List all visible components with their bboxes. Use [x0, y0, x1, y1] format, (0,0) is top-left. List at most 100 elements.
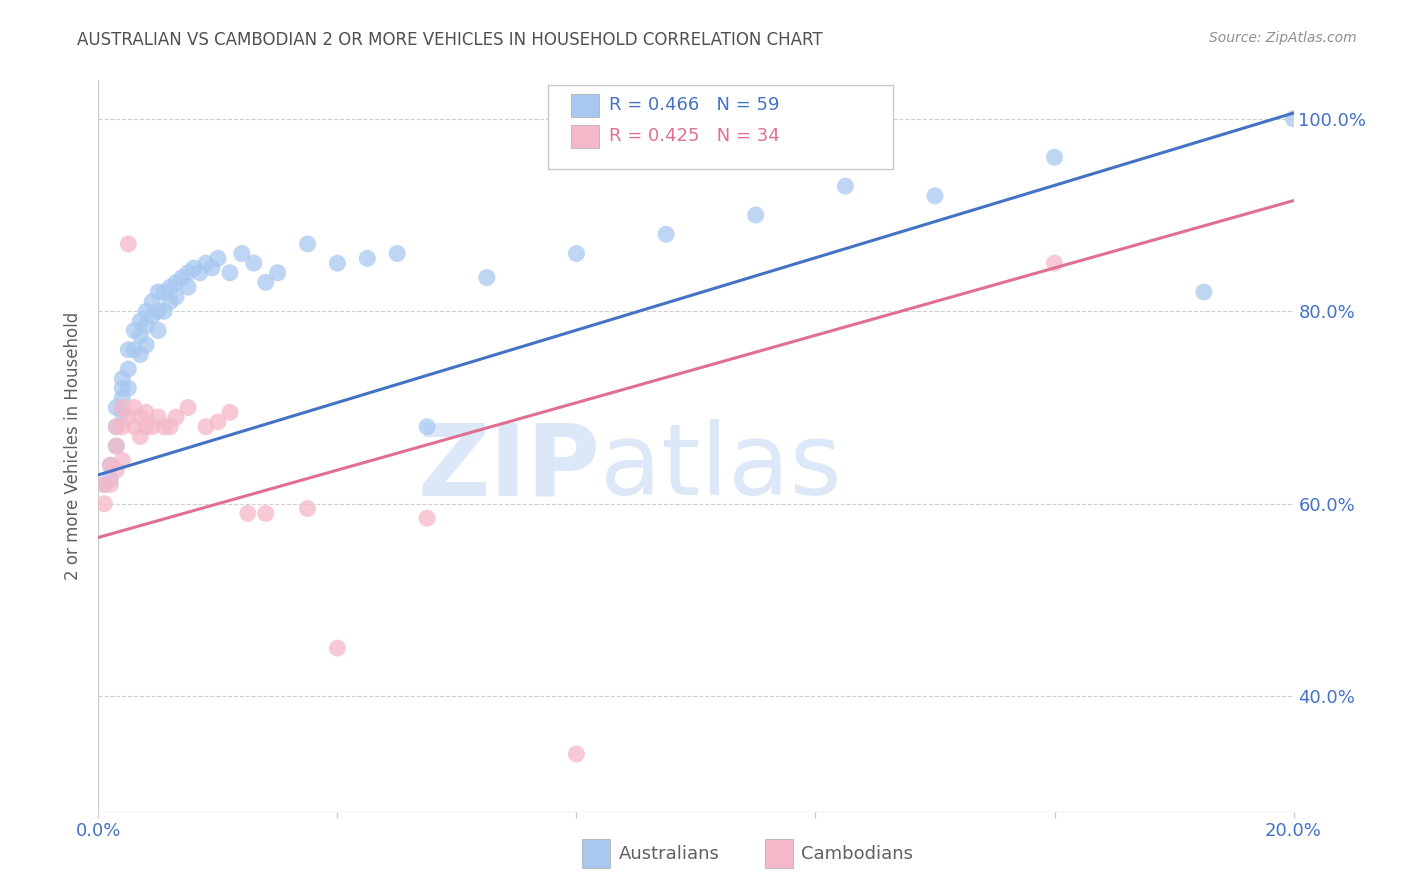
Point: [326, 256, 349, 270]
Point: [124, 343, 146, 357]
Point: [254, 507, 277, 521]
Point: [129, 410, 152, 425]
Text: R = 0.425   N = 34: R = 0.425 N = 34: [609, 128, 779, 145]
Point: [565, 747, 588, 761]
Point: [219, 405, 242, 419]
Text: Australians: Australians: [619, 845, 720, 863]
Point: [124, 401, 146, 415]
Text: Source: ZipAtlas.com: Source: ZipAtlas.com: [1209, 31, 1357, 45]
Point: [111, 405, 134, 419]
Point: [105, 439, 128, 453]
Point: [243, 256, 266, 270]
Point: [159, 294, 181, 309]
Point: [416, 511, 439, 525]
Point: [148, 285, 170, 299]
Point: [207, 415, 229, 429]
Point: [1192, 285, 1215, 299]
Point: [117, 236, 139, 251]
Point: [117, 362, 139, 376]
Text: Cambodians: Cambodians: [801, 845, 914, 863]
Point: [177, 266, 200, 280]
Text: ZIP: ZIP: [418, 419, 600, 516]
Point: [98, 477, 122, 491]
Point: [159, 280, 181, 294]
Point: [219, 266, 242, 280]
Point: [105, 419, 128, 434]
Point: [141, 294, 163, 309]
Y-axis label: 2 or more Vehicles in Household: 2 or more Vehicles in Household: [65, 312, 83, 580]
Point: [1043, 256, 1066, 270]
Point: [105, 401, 128, 415]
Point: [105, 463, 128, 477]
Point: [254, 276, 277, 290]
Point: [148, 324, 170, 338]
Text: R = 0.466   N = 59: R = 0.466 N = 59: [609, 96, 779, 114]
Point: [153, 419, 176, 434]
Point: [135, 405, 157, 419]
Point: [111, 419, 134, 434]
Point: [111, 371, 134, 385]
Point: [129, 328, 152, 343]
Point: [93, 477, 115, 491]
Point: [236, 507, 259, 521]
Point: [111, 401, 134, 415]
Point: [924, 188, 946, 202]
Point: [129, 314, 152, 328]
Point: [385, 246, 409, 260]
Point: [141, 419, 163, 434]
Point: [124, 419, 146, 434]
Point: [111, 453, 134, 467]
Point: [195, 256, 218, 270]
Point: [98, 473, 122, 487]
Point: [148, 410, 170, 425]
Point: [135, 419, 157, 434]
Point: [111, 391, 134, 405]
Point: [267, 266, 290, 280]
Point: [93, 497, 115, 511]
Point: [105, 419, 128, 434]
Point: [135, 318, 157, 333]
Point: [129, 429, 152, 443]
Point: [565, 246, 588, 260]
Point: [475, 270, 498, 285]
Point: [165, 410, 187, 425]
Point: [98, 458, 122, 473]
Point: [117, 410, 139, 425]
Point: [159, 419, 181, 434]
Point: [165, 290, 187, 304]
Point: [188, 266, 211, 280]
Point: [141, 309, 163, 323]
Point: [177, 280, 200, 294]
Point: [183, 260, 205, 275]
Point: [105, 439, 128, 453]
Point: [117, 381, 139, 395]
Point: [1043, 150, 1066, 164]
Text: AUSTRALIAN VS CAMBODIAN 2 OR MORE VEHICLES IN HOUSEHOLD CORRELATION CHART: AUSTRALIAN VS CAMBODIAN 2 OR MORE VEHICL…: [77, 31, 823, 49]
Point: [834, 179, 856, 194]
Point: [165, 276, 187, 290]
Point: [297, 501, 319, 516]
Point: [177, 401, 200, 415]
Point: [153, 285, 176, 299]
Point: [129, 347, 152, 362]
Point: [326, 641, 349, 656]
Point: [201, 260, 224, 275]
Point: [117, 343, 139, 357]
Point: [297, 236, 319, 251]
Point: [416, 419, 439, 434]
Text: atlas: atlas: [600, 419, 842, 516]
Point: [172, 270, 194, 285]
Point: [98, 458, 122, 473]
Point: [207, 252, 229, 266]
Point: [231, 246, 253, 260]
Point: [1282, 112, 1305, 126]
Point: [124, 324, 146, 338]
Point: [93, 477, 115, 491]
Point: [195, 419, 218, 434]
Point: [356, 252, 378, 266]
Point: [148, 304, 170, 318]
Point: [135, 304, 157, 318]
Point: [745, 208, 768, 222]
Point: [153, 304, 176, 318]
Point: [655, 227, 678, 242]
